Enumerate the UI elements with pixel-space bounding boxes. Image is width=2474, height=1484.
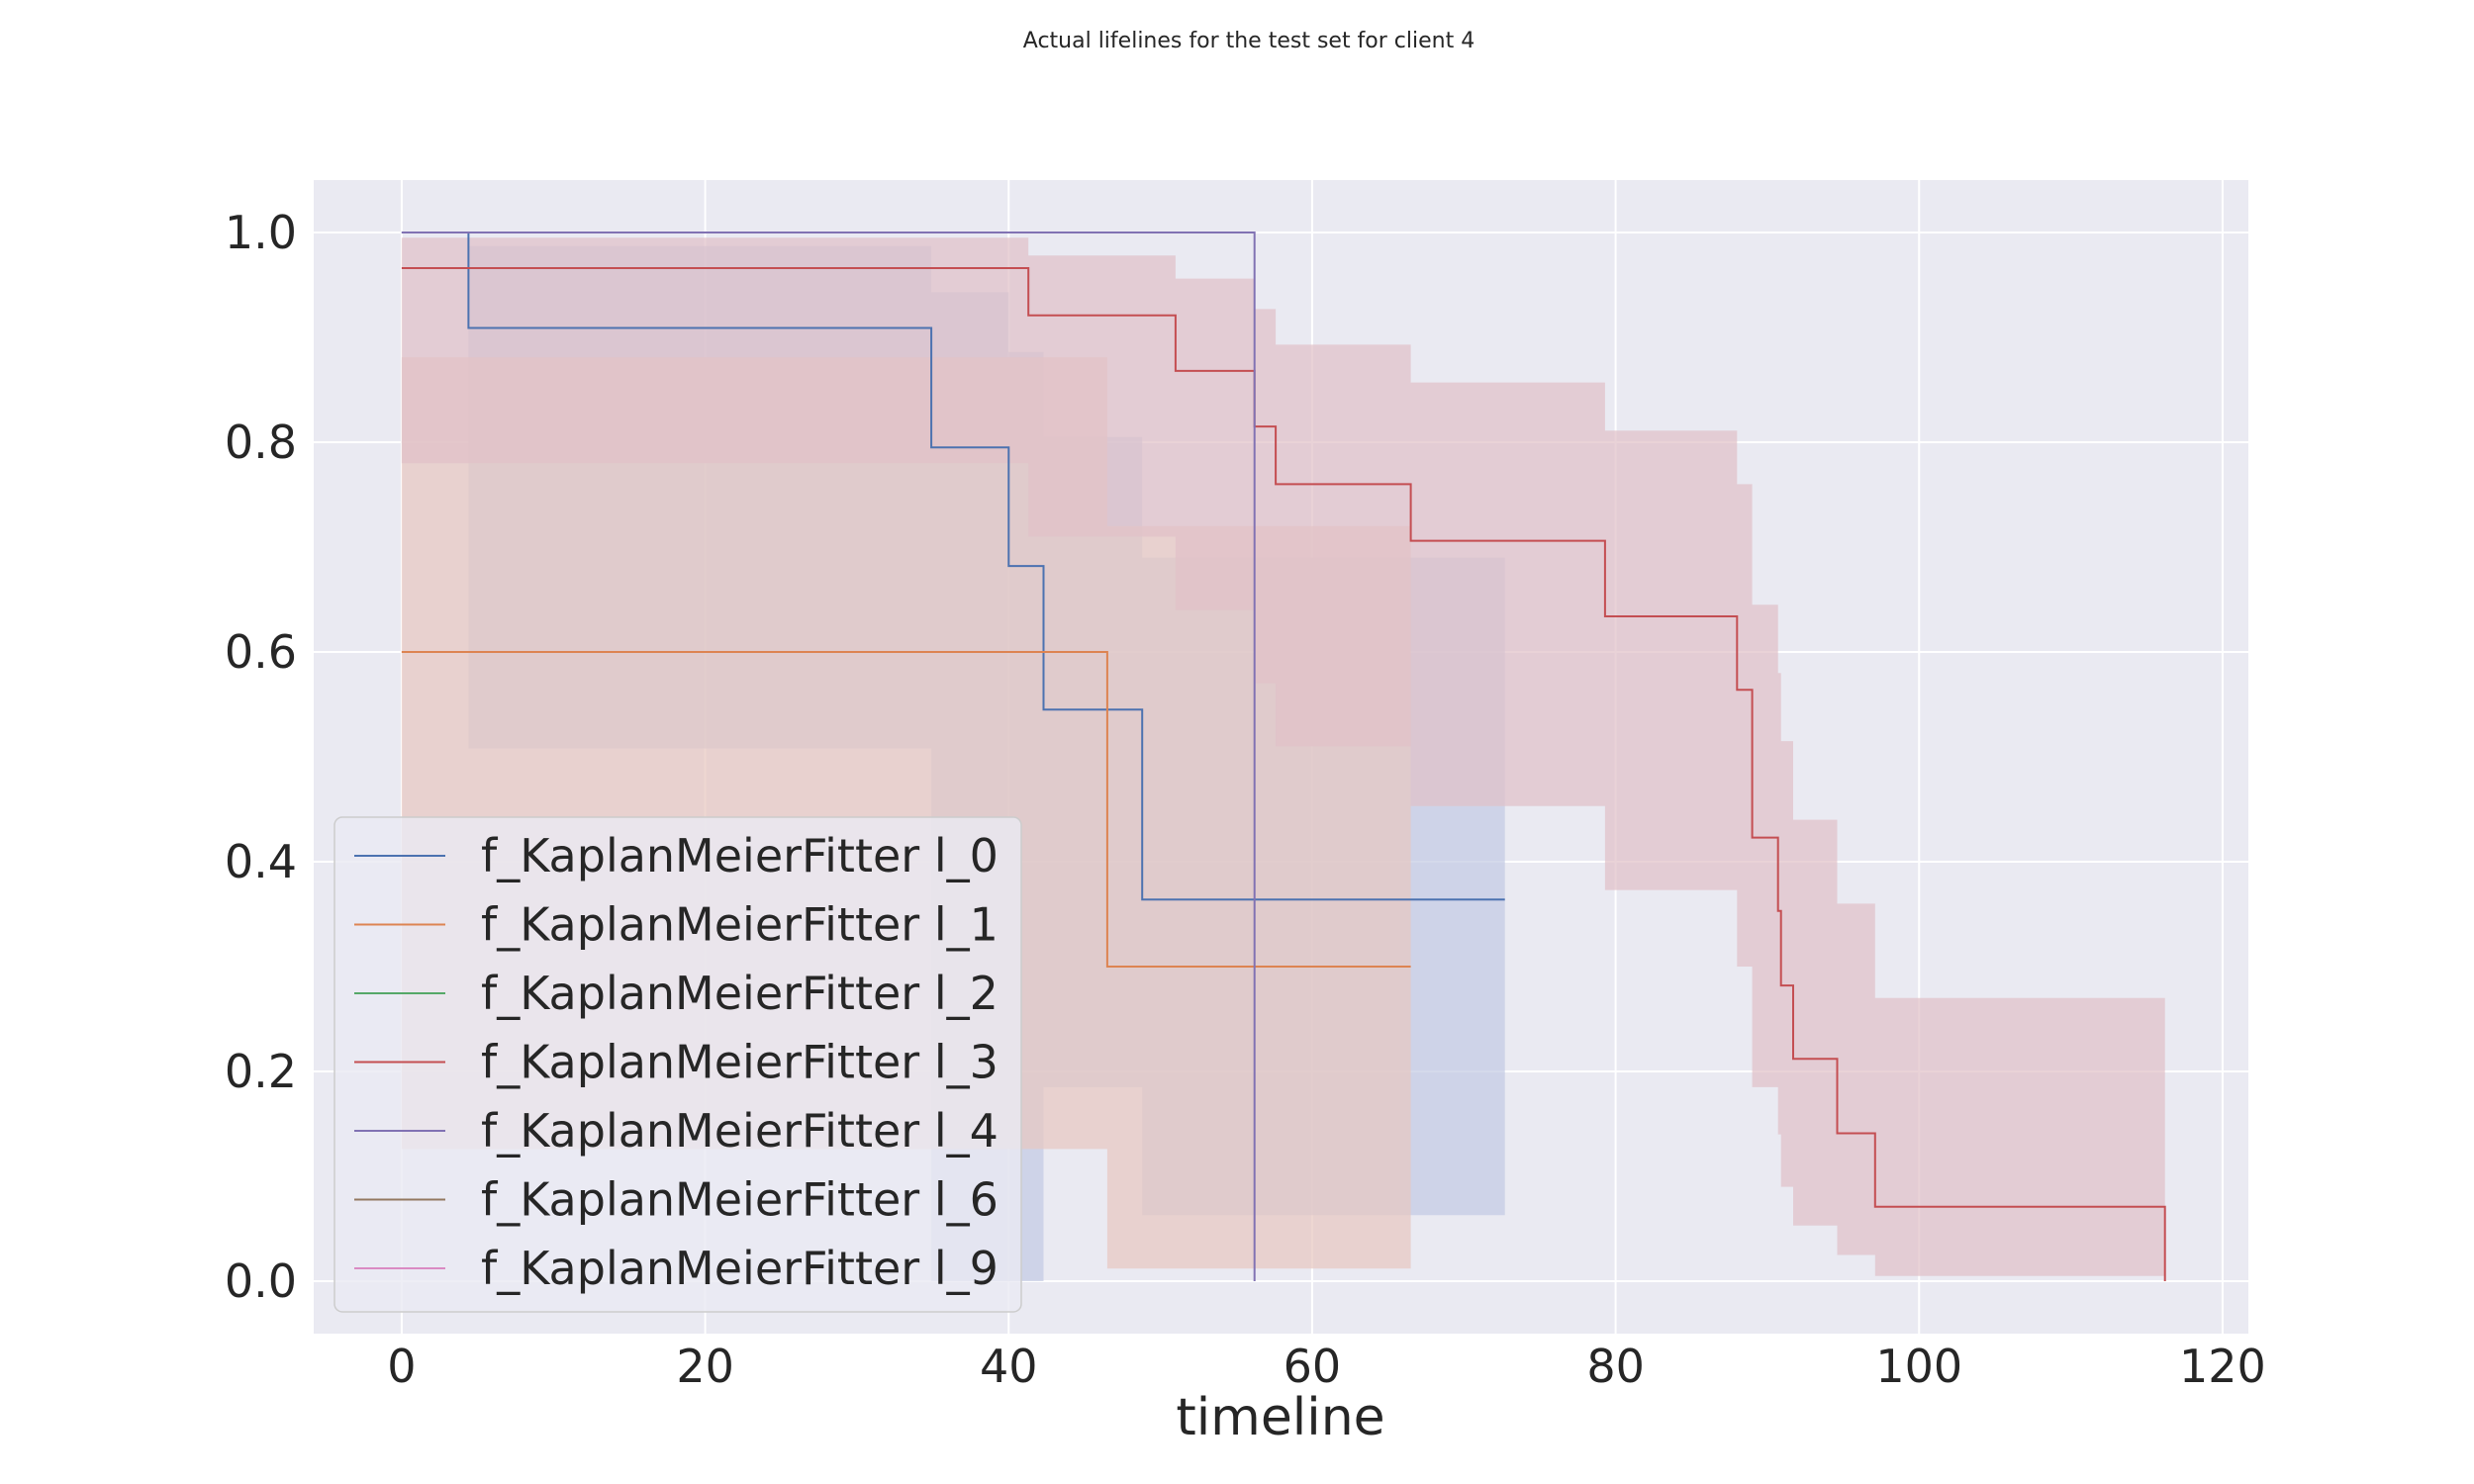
legend: f_KaplanMeierFitter l_0 f_KaplanMeierFitt…	[333, 816, 1022, 1313]
y-tick-label: 0.2	[225, 1045, 297, 1098]
legend-label: f_KaplanMeierFitter l_1	[481, 898, 999, 952]
y-tick-label: 0.0	[225, 1254, 297, 1308]
legend-label: f_KaplanMeierFitter l_2	[481, 967, 999, 1020]
y-tick-label: 0.6	[225, 625, 297, 679]
x-tick-label: 20	[676, 1340, 734, 1393]
x-tick-label: 40	[980, 1340, 1038, 1393]
x-axis-ticks: 0 20 40 60 80 100 120	[387, 1340, 2266, 1393]
x-tick-label: 100	[1875, 1340, 1962, 1393]
line-f-kaplanmeierfitter-l-0	[401, 232, 1505, 901]
y-tick-label: 1.0	[225, 206, 297, 259]
line-f-kaplanmeierfitter-l-3	[401, 267, 2166, 1281]
y-tick-label: 0.8	[225, 416, 297, 469]
legend-label: f_KaplanMeierFitter l_0	[481, 829, 999, 882]
line-f-kaplanmeierfitter-l-4	[401, 232, 1256, 1281]
legend-label: f_KaplanMeierFitter l_4	[481, 1104, 999, 1158]
survival-curves	[401, 232, 2166, 1281]
chart-title: Actual lifelines for the test set for cl…	[1023, 29, 1475, 53]
x-tick-label: 120	[2179, 1340, 2266, 1393]
legend-label: f_KaplanMeierFitter l_3	[481, 1036, 999, 1089]
legend-label: f_KaplanMeierFitter l_9	[481, 1242, 999, 1295]
legend-box	[333, 816, 1022, 1313]
x-axis-label: timeline	[1176, 1388, 1384, 1447]
x-tick-label: 60	[1284, 1340, 1342, 1393]
ci-band-f-kaplanmeierfitter-l-3	[401, 237, 2165, 1276]
x-tick-label: 80	[1586, 1340, 1645, 1393]
y-tick-label: 0.4	[225, 835, 297, 888]
x-tick-label: 0	[387, 1340, 416, 1393]
y-axis-ticks: 0.0 0.2 0.4 0.6 0.8 1.0	[225, 206, 297, 1308]
line-f-kaplanmeierfitter-l-1	[401, 651, 1411, 968]
legend-label: f_KaplanMeierFitter l_6	[481, 1173, 999, 1227]
